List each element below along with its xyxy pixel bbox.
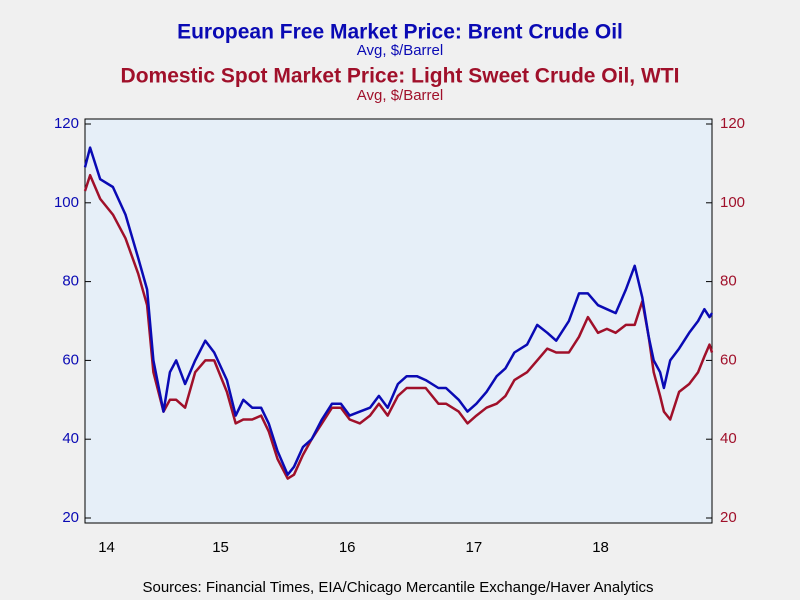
y2-tick-label: 20: [720, 509, 737, 526]
source: Sources: Financial Times, EIA/Chicago Me…: [142, 579, 653, 596]
series-unit: Avg, $/Barrel: [357, 87, 443, 104]
x-tick-label: 14: [98, 539, 115, 556]
y-tick-label: 60: [62, 351, 79, 368]
y2-tick-label: 60: [720, 351, 737, 368]
y-tick-label: 120: [54, 115, 79, 132]
x-tick-label: 17: [466, 539, 483, 556]
x-tick-label: 18: [592, 539, 609, 556]
y2-tick-label: 120: [720, 115, 745, 132]
plot-area: [84, 118, 713, 524]
series-line: [83, 173, 714, 480]
y-tick-label: 100: [54, 194, 79, 211]
y-tick-label: 80: [62, 273, 79, 290]
y2-tick-label: 80: [720, 273, 737, 290]
series-title: European Free Market Price: Brent Crude …: [177, 21, 623, 44]
y2-tick-label: 40: [720, 430, 737, 447]
y-tick-label: 20: [62, 509, 79, 526]
y-tick-label: 40: [62, 430, 79, 447]
series-title: Domestic Spot Market Price: Light Sweet …: [121, 65, 680, 88]
series-unit: Avg, $/Barrel: [357, 42, 443, 59]
y2-tick-label: 100: [720, 194, 745, 211]
x-tick-label: 15: [212, 539, 229, 556]
x-tick-label: 16: [339, 539, 356, 556]
series-line: [83, 146, 714, 476]
